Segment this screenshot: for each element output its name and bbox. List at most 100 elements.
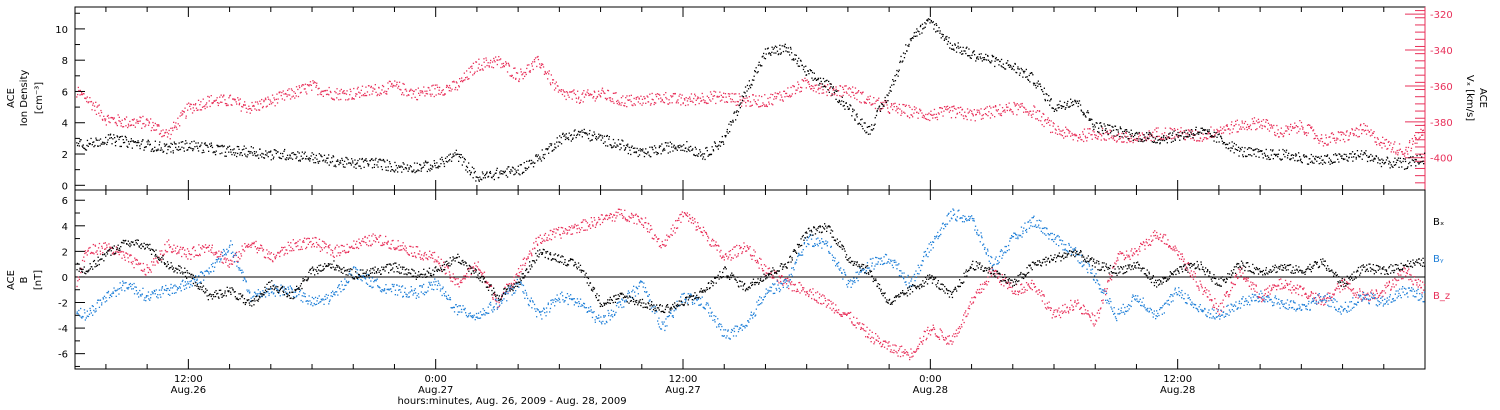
right-tick-label-3: -380 <box>1430 118 1453 129</box>
data-point-iondensity <box>266 154 268 156</box>
data-point-iondensity <box>1101 126 1103 128</box>
data-point-vx <box>1325 134 1327 136</box>
data-point-vx <box>960 114 963 116</box>
data-point-vx <box>276 102 279 104</box>
data-point-vx <box>943 110 945 112</box>
data-point-vx <box>828 89 830 91</box>
data-point-vx <box>100 111 103 114</box>
data-point-bz <box>613 214 615 216</box>
data-point-bz <box>210 249 212 251</box>
data-point-bz <box>547 239 549 242</box>
data-point-vx <box>638 98 640 100</box>
data-point-vx <box>1390 142 1392 144</box>
data-point-vx <box>816 84 818 86</box>
data-point-iondensity <box>985 53 987 56</box>
data-point-vx <box>593 90 595 92</box>
data-point-iondensity <box>1060 107 1063 109</box>
data-point-iondensity <box>1283 153 1285 156</box>
data-point-vx <box>455 86 457 89</box>
data-point-iondensity <box>736 110 738 112</box>
data-point-vx <box>785 92 788 95</box>
data-point-vx <box>125 116 128 118</box>
data-point-vx <box>766 105 768 108</box>
data-point-iondensity <box>641 150 644 152</box>
data-point-vx <box>709 99 711 101</box>
data-point-iondensity <box>386 159 388 161</box>
data-point-iondensity <box>1313 162 1315 164</box>
data-point-vx <box>735 104 737 106</box>
data-point-bz <box>727 258 729 260</box>
data-point-bz <box>274 256 276 258</box>
data-point-iondensity <box>1092 126 1094 128</box>
data-point-iondensity <box>564 138 567 141</box>
data-point-vx <box>842 94 844 97</box>
data-point-vx <box>564 91 566 93</box>
data-point-iondensity <box>451 156 453 159</box>
data-point-iondensity <box>530 159 533 162</box>
data-point-iondensity <box>105 136 107 139</box>
data-point-vx <box>315 86 317 88</box>
data-point-bz <box>765 272 767 274</box>
data-point-vx <box>303 88 305 90</box>
data-point-iondensity <box>1279 158 1281 160</box>
data-point-bz <box>262 250 264 252</box>
data-point-vx <box>615 92 617 94</box>
data-point-iondensity <box>98 139 100 141</box>
data-point-iondensity <box>862 128 864 130</box>
data-point-iondensity <box>109 134 111 136</box>
data-point-bz <box>104 242 106 244</box>
data-point-bz <box>517 275 519 277</box>
data-point-iondensity <box>115 140 117 142</box>
data-point-bz <box>295 245 297 248</box>
data-point-bz <box>508 283 510 285</box>
data-point-iondensity <box>1136 138 1138 140</box>
data-point-bz <box>429 250 431 252</box>
data-point-iondensity <box>363 159 366 161</box>
data-point-iondensity <box>560 143 563 145</box>
data-point-iondensity <box>376 164 378 166</box>
data-point-iondensity <box>1186 135 1188 138</box>
left-tick-label-4: 8 <box>62 56 68 67</box>
data-point-iondensity <box>356 162 358 164</box>
data-point-bz <box>468 276 470 278</box>
data-point-iondensity <box>659 145 662 147</box>
data-point-bz <box>918 343 921 345</box>
data-point-bz <box>590 217 592 219</box>
data-point-vx <box>604 97 607 99</box>
data-point-bz <box>658 245 661 248</box>
data-point-iondensity <box>131 140 133 142</box>
data-point-bz <box>608 217 610 219</box>
data-point-vx <box>1334 139 1336 142</box>
data-point-iondensity <box>465 169 467 171</box>
data-point-vx <box>1345 131 1348 133</box>
data-point-vx <box>105 118 107 120</box>
data-point-iondensity <box>987 54 989 57</box>
data-point-bz <box>790 284 792 286</box>
data-point-iondensity <box>500 170 502 172</box>
data-point-iondensity <box>514 168 516 170</box>
data-point-iondensity <box>1114 125 1117 127</box>
data-point-bz <box>255 240 257 243</box>
data-point-iondensity <box>1165 138 1168 141</box>
data-point-vx <box>147 124 150 126</box>
data-point-bz <box>671 234 673 236</box>
data-point-bz <box>528 253 530 255</box>
data-point-iondensity <box>929 22 931 24</box>
data-point-vx <box>1117 134 1119 136</box>
data-point-iondensity <box>121 135 123 137</box>
data-point-iondensity <box>1116 134 1118 136</box>
data-point-vx <box>468 67 470 69</box>
data-point-iondensity <box>1211 135 1213 137</box>
right-tick-label-2: -360 <box>1430 82 1453 93</box>
data-point-iondensity <box>1400 161 1402 164</box>
data-point-bz <box>765 265 767 267</box>
data-point-iondensity <box>1340 155 1342 157</box>
data-point-iondensity <box>562 133 564 135</box>
data-point-vx <box>1061 135 1064 137</box>
data-point-vx <box>1017 108 1019 111</box>
data-point-iondensity <box>814 78 816 80</box>
data-point-iondensity <box>701 154 703 156</box>
data-point-bz <box>412 255 415 257</box>
data-point-vx <box>152 121 154 124</box>
data-point-bz <box>812 294 814 296</box>
